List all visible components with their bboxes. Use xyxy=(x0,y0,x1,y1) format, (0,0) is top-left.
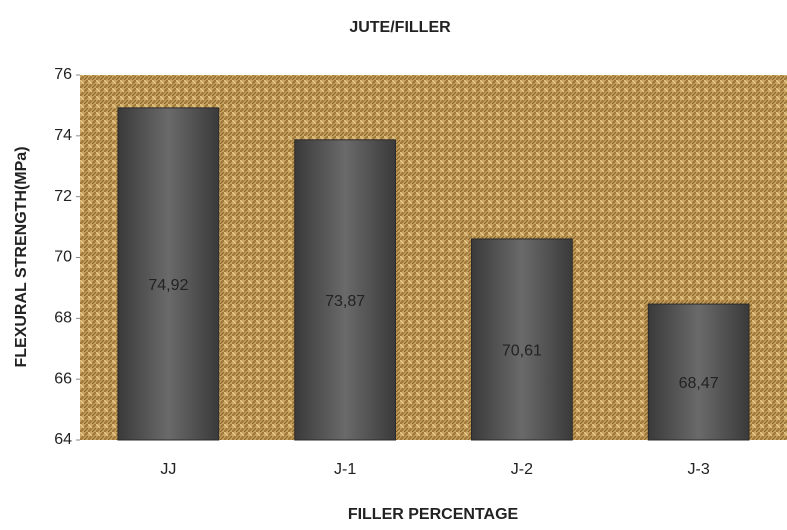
y-tick-label: 70 xyxy=(54,249,72,266)
value-label: 73,87 xyxy=(325,293,365,310)
value-label: 74,92 xyxy=(148,277,188,294)
value-label: 70,61 xyxy=(502,343,542,360)
y-axis-label: FLEXURAL STRENGTH(MPa) xyxy=(13,146,30,367)
x-tick-label: J-1 xyxy=(334,461,356,478)
y-tick-label: 74 xyxy=(54,127,72,144)
bar xyxy=(647,303,750,441)
bar xyxy=(471,238,573,441)
x-tick-label: JJ xyxy=(160,461,176,478)
x-axis-label: FILLER PERCENTAGE xyxy=(348,506,519,523)
y-tick-label: 68 xyxy=(54,310,72,327)
y-tick-label: 72 xyxy=(54,188,72,205)
x-tick-label: J-3 xyxy=(688,461,710,478)
y-tick-label: 64 xyxy=(54,431,72,448)
bar xyxy=(294,139,396,441)
value-label: 68,47 xyxy=(679,375,719,392)
x-tick-label: J-2 xyxy=(511,461,533,478)
chart-title: JUTE/FILLER xyxy=(349,19,451,36)
bar xyxy=(117,107,220,441)
y-tick-label: 66 xyxy=(54,370,72,387)
y-tick-label: 76 xyxy=(54,66,72,83)
